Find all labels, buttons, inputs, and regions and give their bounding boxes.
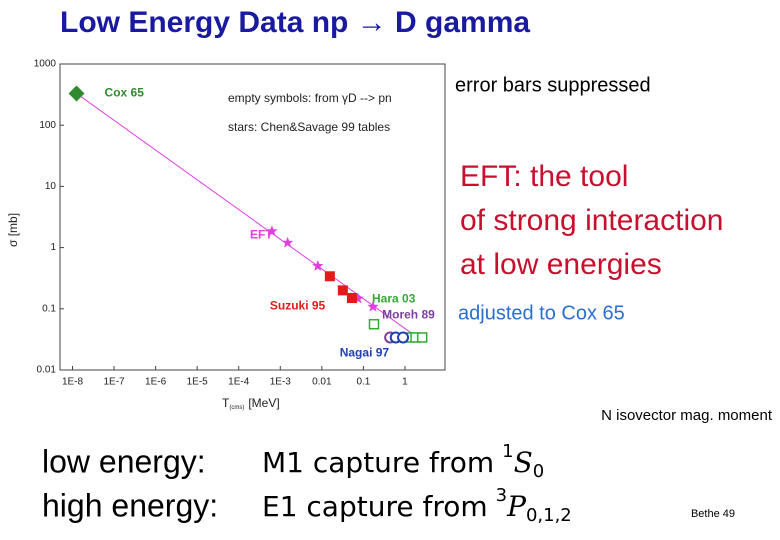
data-point: [312, 260, 324, 271]
note: adjusted to Cox 65: [458, 302, 625, 324]
series-label: Suzuki 95: [270, 298, 326, 312]
fit-line: [76, 93, 423, 342]
formula-symbol: S: [514, 446, 533, 479]
x-axis-subscript: (cms): [229, 405, 244, 411]
y-tick-label: 1: [50, 242, 56, 253]
data-point: [68, 85, 85, 102]
annotation: empty symbols: from γD --> pn: [228, 91, 392, 105]
y-tick-label: 100: [39, 120, 56, 131]
data-point: [397, 331, 410, 344]
data-point: [324, 271, 335, 282]
x-tick-label: 1E-3: [270, 377, 292, 388]
y-tick-label: 1000: [34, 59, 57, 70]
series-label: Nagai 97: [340, 346, 390, 360]
series-label: Moreh 89: [382, 308, 435, 322]
data-point: [368, 318, 380, 330]
formula-symbol: P: [506, 490, 527, 523]
x-axis-label: T(cms) [MeV]: [222, 396, 280, 410]
y-axis-label: σ [mb]: [6, 213, 20, 247]
plot-frame: [59, 63, 446, 371]
data-point: [281, 236, 294, 248]
data-point: [416, 332, 428, 343]
formula-sup: 3: [496, 485, 507, 506]
note: EFT: the tool: [460, 160, 628, 193]
x-axis-symbol: T: [222, 396, 230, 410]
note: error bars suppressed: [455, 74, 651, 96]
series-label: EFT: [250, 227, 273, 241]
x-axis-unit: [MeV]: [248, 396, 279, 410]
note: N isovector mag. moment: [601, 407, 773, 424]
formula-text: M1 capture from: [262, 446, 494, 479]
x-tick-label: 1E-4: [228, 377, 250, 388]
regime-label: high energy:: [42, 487, 218, 523]
series-label: Cox 65: [105, 86, 145, 100]
x-tick-label: 0.1: [356, 377, 370, 388]
formula: E1 capture from 3P0,1,2: [262, 485, 572, 526]
data-point: [346, 293, 357, 304]
formula-sup: 1: [502, 441, 513, 462]
data-point: [337, 285, 348, 296]
x-tick-label: 1E-6: [145, 377, 167, 388]
y-tick-label: 0.01: [37, 365, 57, 376]
note: Bethe 49: [691, 508, 735, 520]
y-tick-label: 0.1: [42, 303, 56, 314]
note: of strong interaction: [460, 204, 723, 237]
x-tick-label: 1E-7: [104, 377, 126, 388]
formula-text: E1 capture from: [262, 490, 488, 523]
regime-label: low energy:: [42, 443, 206, 479]
annotation: stars: Chen&Savage 99 tables: [228, 120, 390, 134]
data-point: [367, 300, 379, 312]
series-label: Hara 03: [372, 291, 416, 305]
formula: M1 capture from 1S0: [262, 441, 544, 482]
x-tick-label: 0.01: [312, 377, 332, 388]
data-point: [352, 292, 364, 304]
formula-sub: 0: [533, 461, 544, 482]
note: at low energies: [460, 248, 662, 281]
y-tick-label: 10: [45, 181, 57, 192]
formula-sub: 0,1,2: [526, 505, 572, 526]
slide-title: Low Energy Data np → D gamma: [60, 6, 530, 39]
x-tick-label: 1: [402, 377, 408, 388]
data-point: [266, 225, 278, 237]
x-tick-label: 1E-5: [187, 377, 209, 388]
x-tick-label: 1E-8: [62, 377, 84, 388]
